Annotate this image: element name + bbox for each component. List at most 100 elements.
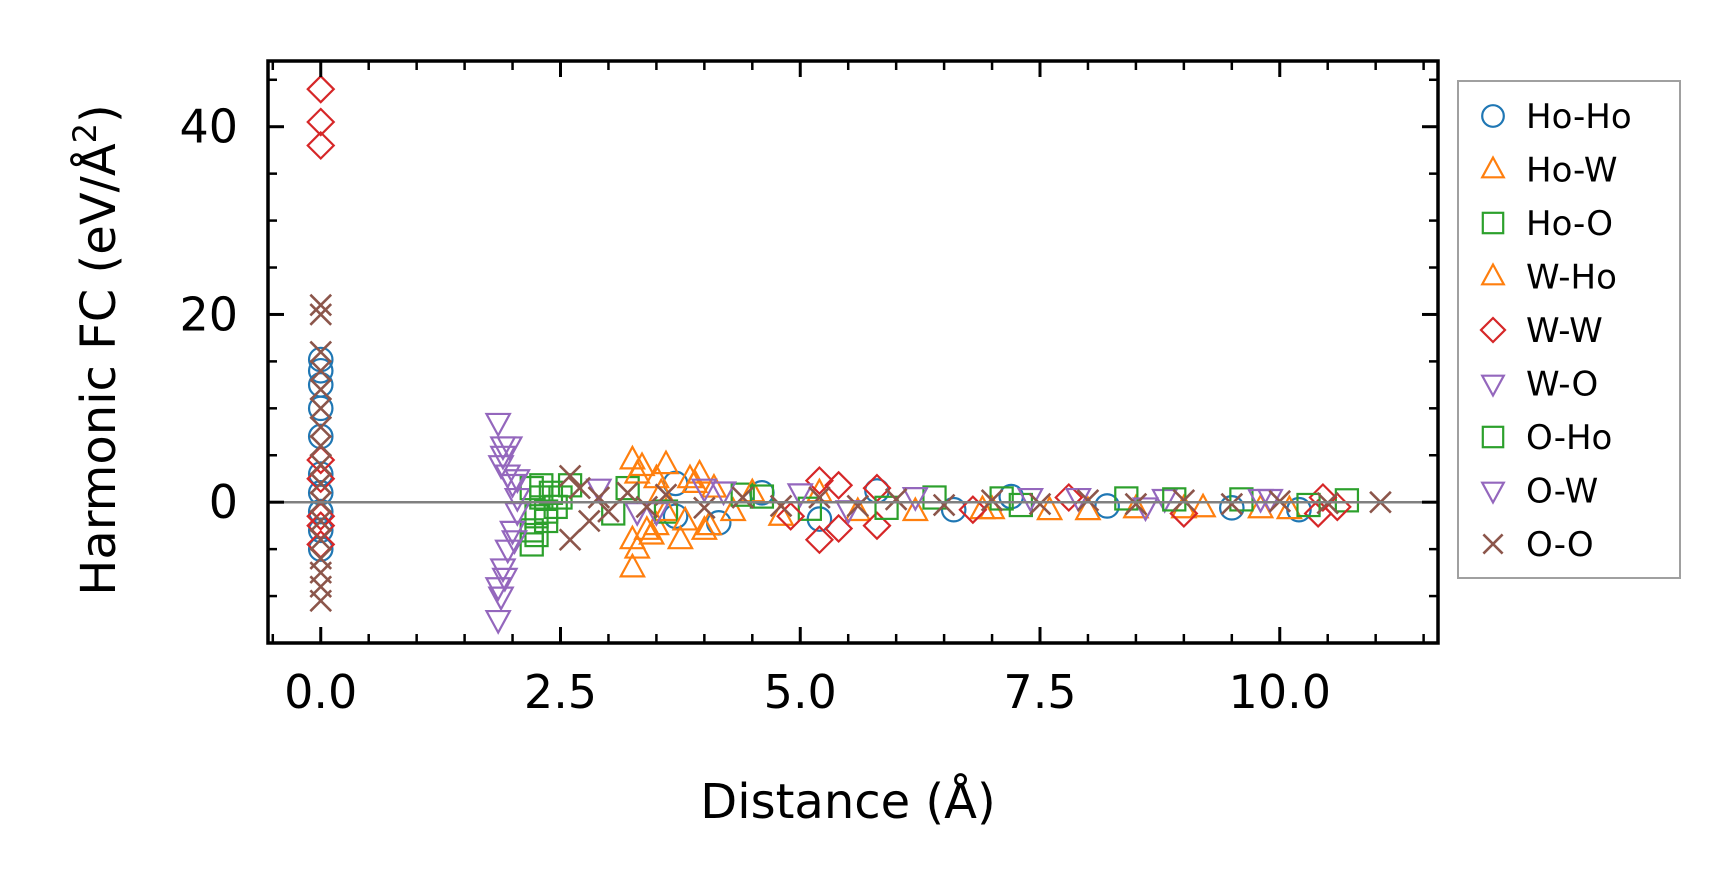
- data-point-o-w: [503, 469, 531, 495]
- legend-item-ho-o: Ho-O: [1481, 204, 1613, 244]
- series-ho-ho: [307, 346, 1312, 562]
- legend-marker-o-w: [1480, 481, 1506, 505]
- data-point-o-o: [1172, 488, 1196, 512]
- data-point-ho-o: [1229, 487, 1254, 512]
- legend-item-o-ho: O-Ho: [1481, 418, 1612, 458]
- data-point-o-o: [731, 486, 755, 509]
- legend-item-w-o: W-O: [1480, 365, 1598, 405]
- x-tick-label: 0.0: [284, 665, 357, 719]
- legend-marker-w-o: [1480, 374, 1506, 398]
- data-point-o-o: [309, 528, 333, 552]
- data-point-o-o: [808, 486, 831, 509]
- series-ho-w: [618, 444, 1275, 578]
- data-point-w-ho: [1275, 494, 1303, 520]
- legend-item-ho-ho: Ho-Ho: [1481, 97, 1632, 137]
- data-point-ho-ho: [307, 372, 334, 398]
- data-point-ho-ho: [307, 395, 334, 422]
- data-point-ho-o: [1334, 488, 1360, 513]
- legend-marker-o-o: [1482, 533, 1504, 555]
- data-point-o-o: [309, 359, 333, 383]
- data-point-w-ho: [652, 449, 680, 475]
- data-point-o-o: [932, 493, 956, 517]
- legend-label: O-O: [1526, 525, 1594, 565]
- data-point-w-o: [1151, 488, 1179, 514]
- x-tick-label: 7.5: [1003, 665, 1076, 719]
- legend-marker-ho-w: [1480, 155, 1506, 179]
- data-point-ho-o: [730, 482, 755, 507]
- data-point-o-w: [487, 586, 515, 612]
- data-point-ho-ho: [1219, 495, 1245, 521]
- data-point-o-o: [568, 476, 591, 500]
- data-point-o-o: [309, 340, 333, 364]
- legend-item-ho-w: Ho-W: [1480, 151, 1618, 191]
- legend-label: Ho-Ho: [1526, 97, 1632, 137]
- data-point-o-o: [1220, 492, 1244, 516]
- data-point-w-o: [498, 520, 527, 546]
- data-point-w-ho: [681, 468, 709, 493]
- data-point-w-ho: [671, 505, 699, 531]
- data-point-w-o: [1064, 487, 1092, 513]
- legend-item-w-ho: W-Ho: [1480, 258, 1617, 298]
- legend-label: Ho-O: [1526, 204, 1613, 244]
- data-point-w-ho: [844, 496, 872, 522]
- data-point-w-w: [306, 445, 336, 475]
- data-point-ho-o: [543, 494, 568, 520]
- data-point-w-w: [306, 464, 336, 494]
- legend-label: W-Ho: [1526, 258, 1617, 298]
- data-point-ho-o: [519, 532, 544, 557]
- data-point-o-o: [884, 488, 908, 511]
- data-point-ho-w: [676, 463, 704, 489]
- data-point-ho-ho: [307, 461, 334, 487]
- legend-marker-w-ho: [1480, 262, 1506, 286]
- data-point-ho-ho: [940, 496, 967, 523]
- data-point-w-w: [306, 130, 336, 161]
- data-point-ho-ho: [307, 498, 334, 525]
- y-tick-label: 0: [209, 475, 238, 529]
- data-point-o-w: [491, 567, 519, 593]
- data-point-ho-w: [901, 496, 929, 522]
- legend-label: W-O: [1526, 365, 1598, 405]
- data-point-w-o: [690, 478, 718, 504]
- y-axis-label-close: ): [71, 104, 127, 123]
- x-tick-label: 10.0: [1229, 665, 1331, 719]
- data-point-o-ho: [874, 495, 899, 520]
- y-tick-label: 40: [179, 100, 238, 154]
- data-point-o-o: [1124, 492, 1148, 516]
- data-point-o-o: [597, 500, 620, 523]
- data-point-ho-w: [700, 472, 728, 498]
- data-point-o-o: [309, 509, 333, 533]
- data-point-w-o: [901, 487, 929, 512]
- data-point-o-o: [309, 378, 333, 401]
- data-point-ho-w: [618, 552, 646, 578]
- data-point-ho-w: [666, 524, 694, 550]
- data-point-ho-o: [922, 485, 947, 510]
- legend-marker-o-ho: [1481, 425, 1505, 449]
- data-point-w-w: [958, 495, 988, 525]
- data-point-w-w: [824, 513, 854, 544]
- data-point-ho-w: [633, 515, 661, 540]
- tick-labels: 0.0 2.5 5.0 7.5 10.0 0 20 40: [179, 100, 1331, 719]
- data-point-w-w: [804, 466, 834, 496]
- data-point-o-o: [309, 397, 333, 420]
- data-point-w-w: [306, 107, 336, 137]
- data-point-w-w: [306, 501, 336, 531]
- data-point-o-w: [709, 481, 738, 507]
- data-point-w-ho: [623, 533, 651, 559]
- data-point-w-o: [484, 412, 512, 438]
- data-point-ho-o: [653, 499, 679, 524]
- data-point-o-ho: [1296, 492, 1321, 518]
- data-point-ho-o: [797, 496, 822, 521]
- data-point-w-w: [306, 529, 336, 559]
- data-point-ho-ho: [307, 357, 334, 384]
- data-point-o-o: [309, 453, 333, 476]
- data-point-w-w: [776, 501, 806, 531]
- data-point-o-o: [309, 293, 333, 317]
- data-point-ho-w: [690, 515, 718, 540]
- series-o-o: [309, 293, 1392, 613]
- data-point-ho-ho: [307, 517, 334, 544]
- data-point-o-o: [769, 494, 793, 518]
- data-point-o-ho: [529, 473, 554, 498]
- data-point-w-o: [489, 558, 517, 584]
- legend-box: [1457, 80, 1681, 579]
- data-point-o-o: [635, 495, 659, 519]
